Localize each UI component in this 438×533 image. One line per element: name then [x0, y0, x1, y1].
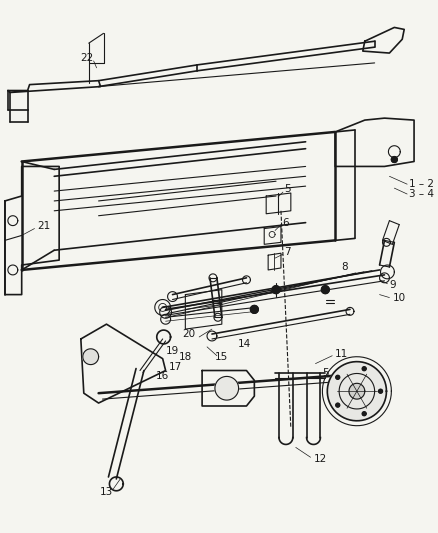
Text: 6: 6: [283, 217, 289, 228]
Polygon shape: [336, 403, 340, 407]
Text: 19: 19: [166, 346, 179, 356]
Text: 18: 18: [179, 352, 192, 362]
Text: 3 – 4: 3 – 4: [409, 189, 434, 199]
Text: 1 – 2: 1 – 2: [409, 179, 434, 189]
Text: 12: 12: [314, 454, 327, 464]
Polygon shape: [336, 375, 340, 379]
Text: 11: 11: [335, 349, 349, 359]
Polygon shape: [392, 157, 397, 163]
Text: 20: 20: [183, 329, 196, 339]
Text: 5: 5: [285, 184, 291, 194]
Text: 15: 15: [215, 352, 229, 362]
Text: 17: 17: [169, 361, 182, 372]
Polygon shape: [349, 383, 365, 399]
Text: 7: 7: [285, 247, 291, 257]
Text: 21: 21: [38, 221, 51, 231]
Text: 16: 16: [156, 372, 170, 382]
Text: 13: 13: [100, 487, 113, 497]
Text: 22: 22: [80, 53, 93, 63]
Polygon shape: [362, 411, 366, 416]
Polygon shape: [215, 376, 239, 400]
Polygon shape: [327, 362, 386, 421]
Polygon shape: [272, 286, 280, 294]
Polygon shape: [378, 389, 382, 393]
Polygon shape: [251, 305, 258, 313]
Polygon shape: [362, 367, 366, 370]
Text: 10: 10: [392, 293, 406, 303]
Text: 9: 9: [389, 280, 396, 290]
Text: 8: 8: [342, 262, 348, 272]
Polygon shape: [321, 286, 329, 294]
Text: 5: 5: [322, 368, 328, 378]
Polygon shape: [83, 349, 99, 365]
Text: 14: 14: [238, 339, 251, 349]
